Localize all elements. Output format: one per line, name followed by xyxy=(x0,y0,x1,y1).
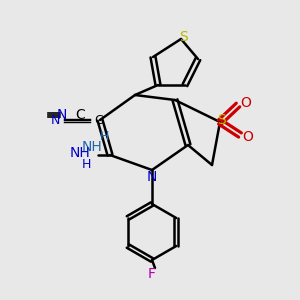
Text: H: H xyxy=(99,130,109,143)
Text: NH: NH xyxy=(70,146,90,160)
Text: N: N xyxy=(57,108,67,122)
Text: F: F xyxy=(148,267,156,281)
Text: O: O xyxy=(241,96,251,110)
Text: NH: NH xyxy=(82,140,102,154)
Text: C: C xyxy=(94,113,103,127)
Text: S: S xyxy=(178,30,188,44)
Text: H: H xyxy=(81,158,91,172)
Text: S: S xyxy=(218,113,226,127)
Text: O: O xyxy=(243,130,254,144)
Text: N: N xyxy=(51,113,60,127)
Text: C: C xyxy=(75,108,85,122)
Text: N: N xyxy=(147,170,157,184)
